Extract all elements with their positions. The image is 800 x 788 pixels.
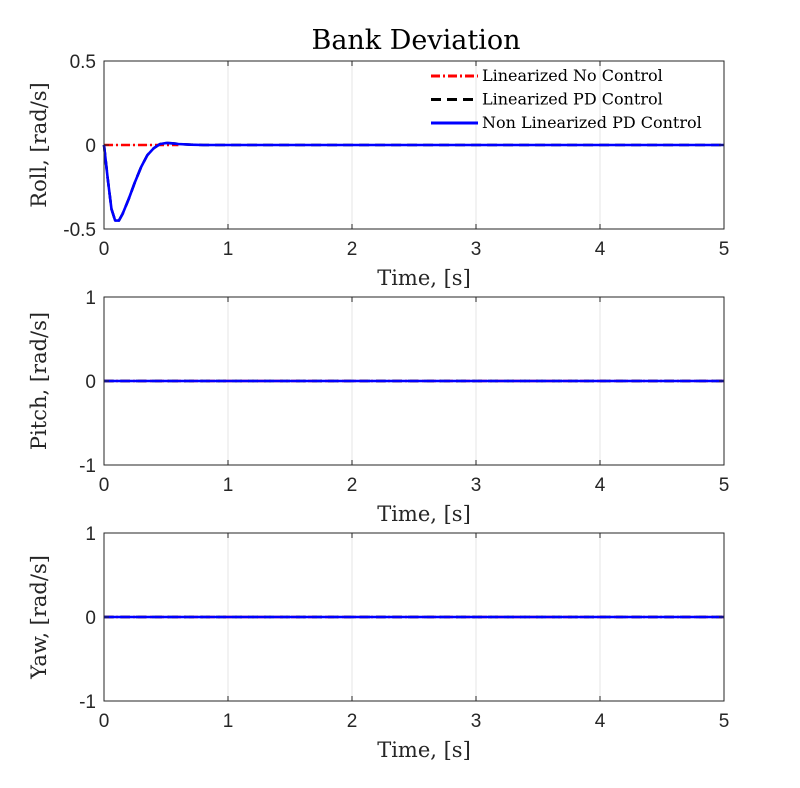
x-tick-label: 2: [347, 239, 358, 260]
x-tick-label: 5: [719, 475, 730, 496]
x-tick-label: 0: [99, 711, 110, 732]
series-line-3: [102, 141, 724, 222]
legend-entry: Linearized PD Control: [482, 90, 663, 109]
x-tick-label: 1: [223, 475, 234, 496]
x-tick-label: 5: [719, 711, 730, 732]
x-axis-label: Time, [s]: [377, 738, 471, 762]
y-tick-label: -1: [79, 692, 96, 713]
y-tick-label: 0: [85, 136, 96, 157]
x-axis-label: Time, [s]: [377, 266, 471, 290]
x-tick-label: 0: [99, 239, 110, 260]
legend: Linearized No Control Linearized PD Contr…: [431, 66, 702, 132]
x-tick-label: 3: [471, 475, 482, 496]
x-tick-label: 4: [595, 711, 606, 732]
y-tick-label: 0.5: [70, 52, 96, 73]
y-axis-label: Pitch, [rad/s]: [27, 312, 51, 450]
x-tick-label: 5: [719, 239, 730, 260]
figure-title: Bank Deviation: [311, 25, 520, 56]
x-tick-label: 3: [471, 239, 482, 260]
x-tick-label: 3: [471, 711, 482, 732]
y-axis-label: Roll, [rad/s]: [27, 82, 51, 207]
x-tick-label: 0: [99, 475, 110, 496]
y-tick-label: 1: [85, 524, 96, 545]
y-tick-label: 0: [85, 372, 96, 393]
y-axis-label: Yaw, [rad/s]: [27, 555, 51, 680]
x-tick-label: 1: [223, 711, 234, 732]
y-tick-label: -1: [79, 456, 96, 477]
y-tick-label: 0: [85, 608, 96, 629]
legend-entry: Non Linearized PD Control: [482, 113, 702, 132]
x-tick-label: 2: [347, 475, 358, 496]
y-tick-label: -0.5: [63, 220, 96, 241]
y-tick-label: 1: [85, 288, 96, 309]
x-tick-label: 1: [223, 239, 234, 260]
x-tick-label: 4: [595, 475, 606, 496]
x-tick-label: 2: [347, 711, 358, 732]
x-tick-label: 4: [595, 239, 606, 260]
legend-entry: Linearized No Control: [482, 66, 663, 85]
x-axis-label: Time, [s]: [377, 502, 471, 526]
